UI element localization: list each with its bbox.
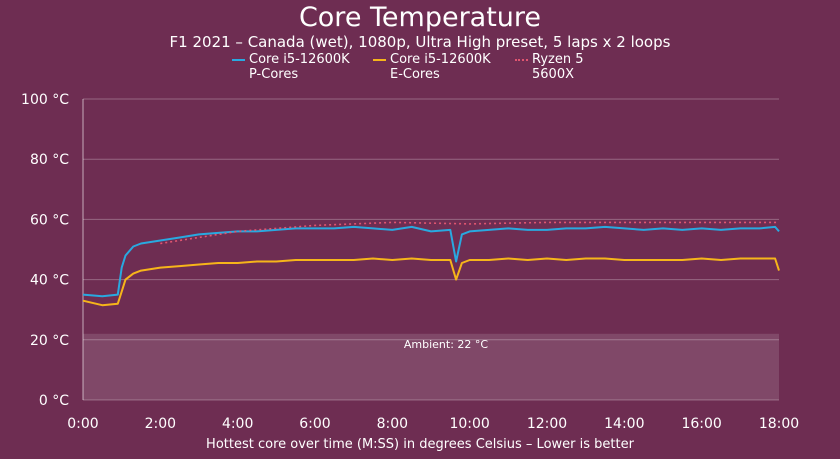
- y-tick-label: 100 °C: [21, 92, 69, 108]
- ambient-band: [83, 333, 779, 400]
- series-line-ryzen: [160, 221, 779, 245]
- x-tick-label: 6:00: [299, 416, 330, 432]
- legend-swatch-ryzen: [515, 59, 528, 61]
- y-tick-label: 40 °C: [30, 273, 69, 289]
- x-tick-label: 14:00: [604, 416, 644, 432]
- legend-swatch-p-cores: [232, 59, 245, 61]
- x-tick-label: 16:00: [681, 416, 721, 432]
- x-tick-label: 12:00: [527, 416, 567, 432]
- legend-label-p-cores-line2: P-Cores: [249, 67, 299, 82]
- series-line-p-cores: [82, 225, 780, 298]
- x-axis-label: Hottest core over time (M:SS) in degrees…: [206, 437, 634, 452]
- x-tick-label: 0:00: [67, 416, 98, 432]
- legend-swatch-e-cores: [373, 59, 386, 61]
- legend-label-e-cores-line2: E-Cores: [390, 67, 440, 82]
- chart-subtitle: F1 2021 – Canada (wet), 1080p, Ultra Hig…: [169, 33, 671, 51]
- chart-title: Core Temperature: [298, 2, 542, 33]
- y-tick-label: 20 °C: [30, 333, 69, 349]
- legend-label-e-cores-line1: Core i5-12600K: [390, 52, 491, 67]
- y-tick-label: 60 °C: [30, 212, 69, 228]
- x-tick-label: 2:00: [145, 416, 176, 432]
- ambient-label: Ambient: 22 °C: [404, 338, 489, 351]
- y-tick-label: 0 °C: [39, 393, 69, 409]
- x-tick-label: 18:00: [759, 416, 799, 432]
- series-line-e-cores: [82, 257, 780, 307]
- legend-label-ryzen-line2: 5600X: [532, 67, 574, 82]
- x-tick-label: 8:00: [377, 416, 408, 432]
- legend-item-ryzen: Ryzen 5 5600X: [515, 52, 583, 82]
- x-tick-label: 10:00: [449, 416, 489, 432]
- y-tick-label: 80 °C: [30, 152, 69, 168]
- legend-item-p-cores: Core i5-12600K P-Cores: [232, 52, 350, 82]
- plot-area: [83, 99, 779, 400]
- legend-label-ryzen-line1: Ryzen 5: [532, 52, 584, 67]
- legend-label-p-cores-line1: Core i5-12600K: [249, 52, 350, 67]
- legend-item-e-cores: Core i5-12600K E-Cores: [373, 52, 491, 82]
- legend: Core i5-12600K P-Cores Core i5-12600K E-…: [0, 52, 840, 88]
- x-tick-label: 4:00: [222, 416, 253, 432]
